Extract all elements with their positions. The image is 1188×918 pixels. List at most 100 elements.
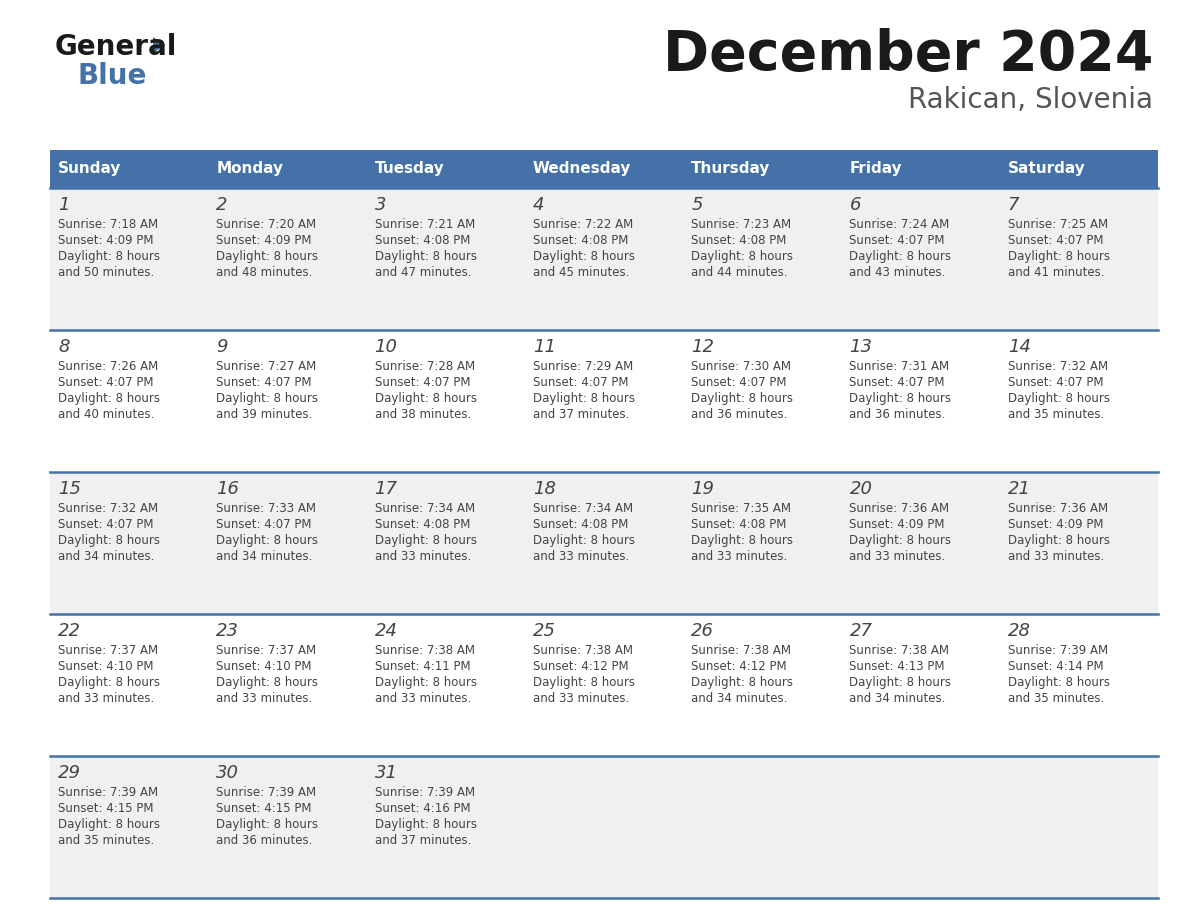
Bar	[208, 188, 367, 330]
Text: and 34 minutes.: and 34 minutes.	[58, 550, 154, 563]
Text: Sunset: 4:07 PM: Sunset: 4:07 PM	[1007, 376, 1104, 389]
Text: Sunset: 4:07 PM: Sunset: 4:07 PM	[216, 518, 311, 531]
Text: and 35 minutes.: and 35 minutes.	[1007, 692, 1104, 705]
Text: Sunrise: 7:30 AM: Sunrise: 7:30 AM	[691, 360, 791, 373]
Bar	[525, 330, 683, 472]
Text: Tuesday: Tuesday	[374, 162, 444, 176]
Text: and 43 minutes.: and 43 minutes.	[849, 266, 946, 279]
Text: Sunset: 4:09 PM: Sunset: 4:09 PM	[849, 518, 944, 531]
Text: and 48 minutes.: and 48 minutes.	[216, 266, 312, 279]
Bar	[208, 756, 367, 898]
Text: Sunset: 4:15 PM: Sunset: 4:15 PM	[58, 802, 153, 815]
Text: Daylight: 8 hours: Daylight: 8 hours	[216, 818, 318, 831]
Polygon shape	[153, 37, 165, 53]
Bar	[683, 330, 841, 472]
Text: Daylight: 8 hours: Daylight: 8 hours	[533, 250, 634, 263]
Text: Daylight: 8 hours: Daylight: 8 hours	[374, 534, 476, 547]
Text: Sunrise: 7:37 AM: Sunrise: 7:37 AM	[216, 644, 316, 657]
Text: Sunrise: 7:20 AM: Sunrise: 7:20 AM	[216, 218, 316, 231]
Text: and 33 minutes.: and 33 minutes.	[216, 692, 312, 705]
Text: Sunrise: 7:31 AM: Sunrise: 7:31 AM	[849, 360, 949, 373]
Text: Sunrise: 7:39 AM: Sunrise: 7:39 AM	[1007, 644, 1108, 657]
Text: and 37 minutes.: and 37 minutes.	[533, 408, 630, 421]
Text: 15: 15	[58, 480, 81, 498]
Text: Sunrise: 7:28 AM: Sunrise: 7:28 AM	[374, 360, 475, 373]
Bar	[367, 756, 525, 898]
Text: Daylight: 8 hours: Daylight: 8 hours	[1007, 392, 1110, 405]
Text: Daylight: 8 hours: Daylight: 8 hours	[533, 392, 634, 405]
Text: Sunrise: 7:38 AM: Sunrise: 7:38 AM	[374, 644, 474, 657]
Text: 9: 9	[216, 338, 228, 356]
Text: Sunset: 4:07 PM: Sunset: 4:07 PM	[849, 234, 944, 247]
Text: Sunset: 4:14 PM: Sunset: 4:14 PM	[1007, 660, 1104, 673]
Bar	[50, 614, 208, 756]
Text: Sunrise: 7:32 AM: Sunrise: 7:32 AM	[58, 502, 158, 515]
Bar	[1000, 614, 1158, 756]
Text: Daylight: 8 hours: Daylight: 8 hours	[533, 676, 634, 689]
Text: Daylight: 8 hours: Daylight: 8 hours	[58, 534, 160, 547]
Text: Daylight: 8 hours: Daylight: 8 hours	[216, 676, 318, 689]
Text: 18: 18	[533, 480, 556, 498]
Text: 5: 5	[691, 196, 702, 214]
Text: and 37 minutes.: and 37 minutes.	[374, 834, 470, 847]
Text: and 36 minutes.: and 36 minutes.	[691, 408, 788, 421]
Bar	[367, 188, 525, 330]
Text: Sunset: 4:09 PM: Sunset: 4:09 PM	[1007, 518, 1104, 531]
Text: Friday: Friday	[849, 162, 902, 176]
Text: 14: 14	[1007, 338, 1031, 356]
Text: 20: 20	[849, 480, 872, 498]
Text: 30: 30	[216, 764, 239, 782]
Text: and 39 minutes.: and 39 minutes.	[216, 408, 312, 421]
Text: Daylight: 8 hours: Daylight: 8 hours	[374, 250, 476, 263]
Text: 28: 28	[1007, 622, 1031, 640]
Text: Daylight: 8 hours: Daylight: 8 hours	[58, 818, 160, 831]
Text: 3: 3	[374, 196, 386, 214]
Bar	[841, 472, 1000, 614]
Text: Monday: Monday	[216, 162, 283, 176]
Text: and 34 minutes.: and 34 minutes.	[216, 550, 312, 563]
Bar	[367, 614, 525, 756]
Text: 7: 7	[1007, 196, 1019, 214]
Text: 24: 24	[374, 622, 398, 640]
Text: Sunrise: 7:34 AM: Sunrise: 7:34 AM	[374, 502, 475, 515]
Text: and 33 minutes.: and 33 minutes.	[849, 550, 946, 563]
Text: Blue: Blue	[77, 62, 146, 90]
Text: 27: 27	[849, 622, 872, 640]
Text: Sunrise: 7:38 AM: Sunrise: 7:38 AM	[533, 644, 633, 657]
Text: 19: 19	[691, 480, 714, 498]
Bar	[841, 614, 1000, 756]
Text: Sunrise: 7:35 AM: Sunrise: 7:35 AM	[691, 502, 791, 515]
Bar	[525, 614, 683, 756]
Bar	[50, 472, 208, 614]
Text: 4: 4	[533, 196, 544, 214]
Text: and 40 minutes.: and 40 minutes.	[58, 408, 154, 421]
Text: Sunset: 4:09 PM: Sunset: 4:09 PM	[58, 234, 153, 247]
Text: Sunset: 4:12 PM: Sunset: 4:12 PM	[691, 660, 786, 673]
Text: 23: 23	[216, 622, 239, 640]
Text: Daylight: 8 hours: Daylight: 8 hours	[374, 818, 476, 831]
Bar	[1000, 330, 1158, 472]
Bar	[841, 756, 1000, 898]
Text: Daylight: 8 hours: Daylight: 8 hours	[1007, 676, 1110, 689]
Text: Sunday: Sunday	[58, 162, 121, 176]
Text: and 34 minutes.: and 34 minutes.	[849, 692, 946, 705]
Text: Sunrise: 7:36 AM: Sunrise: 7:36 AM	[1007, 502, 1108, 515]
Text: Sunrise: 7:23 AM: Sunrise: 7:23 AM	[691, 218, 791, 231]
Text: and 36 minutes.: and 36 minutes.	[849, 408, 946, 421]
Bar	[525, 150, 683, 188]
Bar	[525, 756, 683, 898]
Text: Sunrise: 7:26 AM: Sunrise: 7:26 AM	[58, 360, 158, 373]
Text: Sunset: 4:08 PM: Sunset: 4:08 PM	[533, 234, 628, 247]
Text: Daylight: 8 hours: Daylight: 8 hours	[691, 250, 794, 263]
Text: Sunset: 4:08 PM: Sunset: 4:08 PM	[691, 518, 786, 531]
Bar	[841, 330, 1000, 472]
Text: Sunset: 4:11 PM: Sunset: 4:11 PM	[374, 660, 470, 673]
Text: Daylight: 8 hours: Daylight: 8 hours	[691, 392, 794, 405]
Text: Sunset: 4:07 PM: Sunset: 4:07 PM	[374, 376, 470, 389]
Text: and 33 minutes.: and 33 minutes.	[1007, 550, 1104, 563]
Text: Sunrise: 7:39 AM: Sunrise: 7:39 AM	[58, 786, 158, 799]
Text: 26: 26	[691, 622, 714, 640]
Text: Sunrise: 7:21 AM: Sunrise: 7:21 AM	[374, 218, 475, 231]
Text: and 33 minutes.: and 33 minutes.	[533, 550, 630, 563]
Text: Saturday: Saturday	[1007, 162, 1086, 176]
